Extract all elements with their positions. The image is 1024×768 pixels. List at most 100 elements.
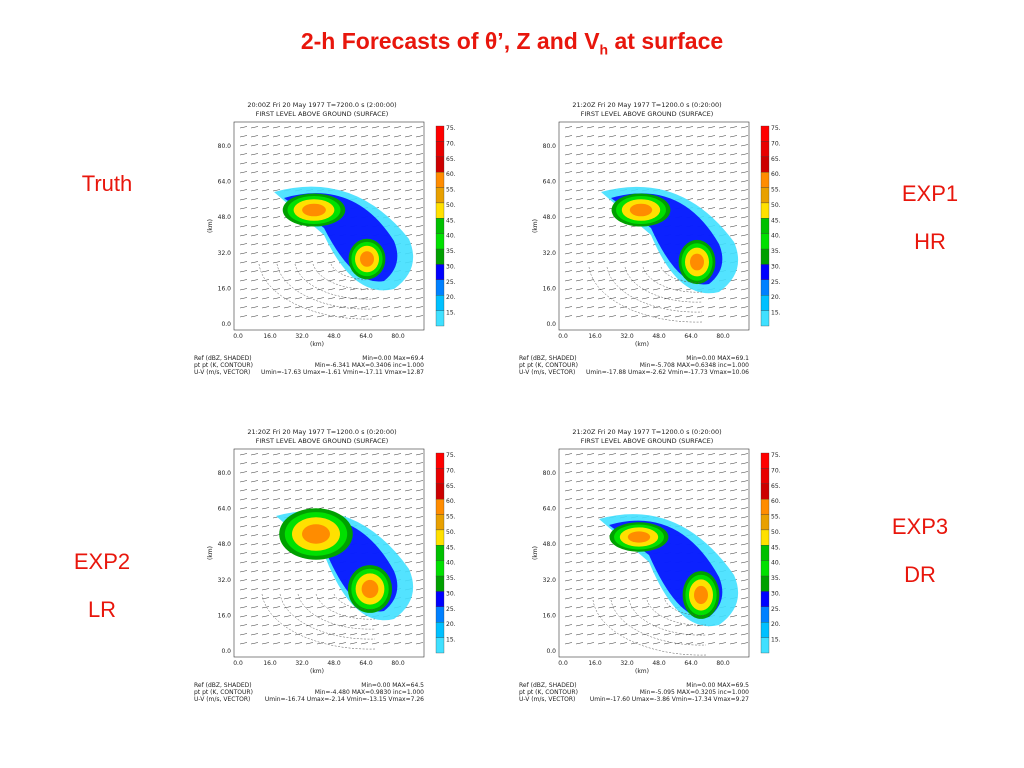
colorbar-tick-label: 70. bbox=[446, 467, 456, 474]
colorbar-swatch bbox=[435, 218, 445, 234]
y-tick-label: 80.0 bbox=[543, 470, 557, 477]
x-tick-label: 64.0 bbox=[359, 333, 373, 340]
x-tick-label: 16.0 bbox=[588, 333, 602, 340]
label-exp1-line1: EXP1 bbox=[901, 181, 959, 206]
colorbar-swatch bbox=[760, 233, 770, 250]
y-tick-label: 0.0 bbox=[546, 321, 556, 328]
colorbar-tick-label: 40. bbox=[771, 233, 781, 240]
colorbar-swatch bbox=[760, 545, 770, 561]
x-tick-label: 64.0 bbox=[359, 660, 373, 667]
colorbar-tick-label: 25. bbox=[446, 279, 456, 286]
reflectivity-field bbox=[233, 121, 425, 331]
colorbar-tick-label: 70. bbox=[446, 140, 456, 147]
colorbar-swatch bbox=[760, 452, 770, 469]
colorbar-swatch bbox=[435, 499, 445, 515]
panel-footer-right: Umin=-17.60 Umax=-3.86 Vmin=-17.34 Vmax=… bbox=[590, 696, 749, 703]
panel-footer-left: Ref (dBZ, SHADED) bbox=[519, 682, 577, 689]
storm-shading bbox=[601, 186, 739, 294]
colorbar-tick-label: 70. bbox=[771, 140, 781, 147]
colorbar-tick-label: 50. bbox=[446, 202, 456, 209]
colorbar-tick-label: 30. bbox=[771, 590, 781, 597]
y-axis-unit: (km) bbox=[207, 546, 214, 560]
y-tick-label: 48.0 bbox=[543, 214, 557, 221]
panel-footer-right: Min=0.00 MAX=64.5 bbox=[361, 682, 424, 689]
panel-footer-left: Ref (dBZ, SHADED) bbox=[194, 355, 252, 362]
colorbar-swatch bbox=[435, 172, 445, 188]
panel-footer-right: Min=-5.095 MAX=0.3205 inc=1.000 bbox=[640, 689, 749, 696]
colorbar-swatch bbox=[435, 483, 445, 500]
colorbar-tick-label: 35. bbox=[771, 248, 781, 255]
x-tick-label: 0.0 bbox=[233, 333, 243, 340]
y-tick-label: 0.0 bbox=[221, 321, 231, 328]
x-axis-unit: (km) bbox=[635, 341, 649, 348]
colorbar-swatch bbox=[760, 575, 770, 592]
x-tick-label: 64.0 bbox=[684, 333, 698, 340]
colorbar: 75. 70. 65. 60. 55. 50. 45. 40. 35. 30. 25. 20. 15. bbox=[760, 452, 781, 654]
reflectivity-field bbox=[233, 448, 425, 658]
colorbar-swatch bbox=[435, 187, 445, 204]
colorbar-swatch bbox=[435, 233, 445, 250]
colorbar-tick-label: 45. bbox=[446, 544, 456, 551]
colorbar-tick-label: 50. bbox=[446, 529, 456, 536]
x-tick-label: 32.0 bbox=[295, 333, 309, 340]
colorbar-swatch bbox=[760, 499, 770, 515]
colorbar-tick-label: 60. bbox=[446, 498, 456, 505]
y-tick-label: 16.0 bbox=[543, 285, 557, 292]
colorbar-tick-label: 15. bbox=[771, 637, 781, 644]
forecast-plot-1: 20:00Z Fri 20 May 1977 T=7200.0 s (2:00:… bbox=[194, 101, 456, 376]
colorbar-swatch bbox=[435, 279, 445, 296]
x-tick-label: 0.0 bbox=[558, 660, 568, 667]
x-tick-label: 80.0 bbox=[391, 333, 405, 340]
colorbar-swatch bbox=[760, 606, 770, 623]
colorbar-swatch bbox=[435, 295, 445, 311]
panel-header-time: 21:20Z Fri 20 May 1977 T=1200.0 s (0:20:… bbox=[247, 428, 396, 436]
x-tick-label: 32.0 bbox=[620, 660, 634, 667]
panel-footer-right: Min=0.00 MAX=69.1 bbox=[686, 355, 749, 362]
colorbar-swatch bbox=[435, 545, 445, 561]
colorbar-swatch bbox=[760, 141, 770, 157]
y-tick-label: 32.0 bbox=[543, 577, 557, 584]
colorbar-tick-label: 75. bbox=[771, 452, 781, 459]
colorbar-swatch bbox=[760, 310, 770, 327]
y-tick-label: 48.0 bbox=[543, 541, 557, 548]
colorbar-swatch bbox=[760, 187, 770, 204]
storm-shading bbox=[599, 514, 739, 627]
x-axis-unit: (km) bbox=[310, 341, 324, 348]
label-truth-line: Truth bbox=[81, 171, 133, 196]
colorbar-tick-label: 65. bbox=[446, 483, 456, 490]
colorbar-tick-label: 45. bbox=[771, 544, 781, 551]
forecast-plot-2: 21:20Z Fri 20 May 1977 T=1200.0 s (0:20:… bbox=[519, 101, 781, 376]
x-tick-label: 16.0 bbox=[263, 660, 277, 667]
storm-shading bbox=[276, 508, 414, 621]
label-exp1: EXP1 HR bbox=[880, 170, 980, 266]
panel-footer-left: pt pt (K, CONTOUR) bbox=[519, 362, 578, 369]
y-tick-label: 64.0 bbox=[218, 179, 232, 186]
y-tick-label: 48.0 bbox=[218, 214, 232, 221]
y-tick-label: 80.0 bbox=[543, 143, 557, 150]
y-axis-unit: (km) bbox=[532, 546, 539, 560]
colorbar-tick-label: 20. bbox=[771, 621, 781, 628]
colorbar-swatch bbox=[760, 483, 770, 500]
colorbar-tick-label: 70. bbox=[771, 467, 781, 474]
colorbar-tick-label: 30. bbox=[446, 263, 456, 270]
colorbar-swatch bbox=[435, 591, 445, 607]
colorbar-swatch bbox=[435, 202, 445, 219]
panel-header-level: FIRST LEVEL ABOVE GROUND (SURFACE) bbox=[581, 110, 714, 118]
colorbar-tick-label: 35. bbox=[446, 248, 456, 255]
colorbar-swatch bbox=[435, 529, 445, 546]
colorbar-tick-label: 25. bbox=[771, 279, 781, 286]
panel-footer-right: Min=-5.708 MAX=0.6348 inc=1.000 bbox=[640, 362, 749, 369]
colorbar-tick-label: 15. bbox=[446, 637, 456, 644]
x-tick-label: 16.0 bbox=[263, 333, 277, 340]
y-tick-label: 64.0 bbox=[543, 179, 557, 186]
label-exp2-line2: LR bbox=[87, 597, 117, 622]
colorbar-tick-label: 55. bbox=[446, 514, 456, 521]
forecast-panel-4: 21:20Z Fri 20 May 1977 T=1200.0 s (0:20:… bbox=[517, 425, 787, 715]
colorbar-swatch bbox=[435, 310, 445, 327]
colorbar-tick-label: 75. bbox=[771, 125, 781, 132]
colorbar: 75. 70. 65. 60. 55. 50. 45. 40. 35. 30. 25. 20. 15. bbox=[435, 452, 456, 654]
colorbar-tick-label: 75. bbox=[446, 452, 456, 459]
colorbar-tick-label: 40. bbox=[446, 233, 456, 240]
colorbar-swatch bbox=[435, 264, 445, 280]
panel-header-level: FIRST LEVEL ABOVE GROUND (SURFACE) bbox=[581, 437, 714, 445]
